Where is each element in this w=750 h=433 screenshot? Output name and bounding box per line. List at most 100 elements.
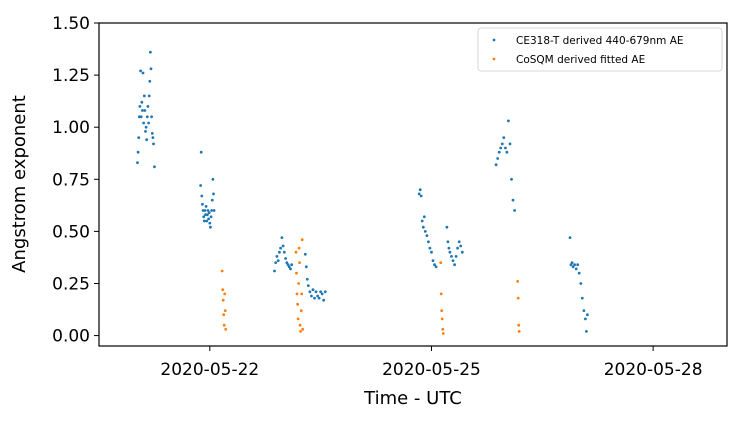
y-tick-label: 0.00 <box>52 327 90 347</box>
ce318-point <box>419 194 423 198</box>
ce318-point <box>137 136 141 140</box>
cosqm-point <box>300 292 304 296</box>
ce318-point <box>286 263 290 267</box>
ce318-point <box>149 67 153 71</box>
ce318-point <box>453 263 456 267</box>
ce318-point <box>287 265 291 269</box>
ce318-point <box>278 250 281 254</box>
ce318-point <box>323 290 327 294</box>
ce318-point <box>510 177 513 181</box>
ce318-point <box>145 138 149 142</box>
ce318-point <box>280 236 284 240</box>
cosqm-point <box>295 292 299 296</box>
cosqm-point <box>224 327 228 331</box>
cosqm-point <box>296 302 299 306</box>
ce318-point <box>207 217 211 221</box>
cosqm-point <box>439 261 443 264</box>
ce318-point <box>150 132 154 135</box>
ce318-point <box>456 246 459 250</box>
plot-frame <box>98 22 728 347</box>
ce318-point <box>447 246 451 250</box>
cosqm-point <box>222 323 226 327</box>
ce318-point <box>570 261 574 264</box>
ce318-point <box>139 69 143 73</box>
x-tick-label: 2020-05-25 <box>382 360 481 380</box>
y-tick-label: 0.75 <box>52 170 90 190</box>
x-axis: 2020-05-22 2020-05-25 2020-05-28 <box>160 346 703 380</box>
ce318-point <box>201 202 204 206</box>
ce318-point <box>507 119 510 123</box>
ce318-point <box>305 277 309 281</box>
ce318-point <box>147 121 151 125</box>
cosqm-point <box>223 309 227 312</box>
ce318-point <box>499 146 503 150</box>
ce318-point <box>282 250 286 254</box>
ce318-point <box>209 225 212 229</box>
ce318-point <box>319 290 322 294</box>
cosqm-point <box>440 309 444 312</box>
ce318-point <box>150 115 154 119</box>
ce318-point <box>418 188 422 192</box>
ce318-point <box>279 246 282 250</box>
ce318-point <box>207 211 211 215</box>
ce318-point <box>320 292 324 296</box>
ce318-point <box>146 105 150 108</box>
ce318-point <box>313 296 316 300</box>
ce318-point <box>206 213 209 217</box>
cosqm-point <box>299 330 302 333</box>
ce318-point <box>420 219 424 223</box>
ce318-point <box>569 263 573 267</box>
ce318-point <box>208 221 212 225</box>
ce318-point <box>434 265 438 269</box>
cosqm-point <box>516 280 520 283</box>
ce318-point <box>308 290 312 294</box>
ce318-point <box>584 317 587 321</box>
ce318-point <box>574 267 578 271</box>
ce318-series <box>136 50 589 333</box>
ce318-point <box>303 252 307 256</box>
cosqm-point <box>516 296 520 300</box>
ce318-point <box>210 198 214 202</box>
ce318-point <box>142 94 146 98</box>
ce318-point <box>209 215 213 219</box>
ce318-point <box>289 267 292 271</box>
ce318-point <box>577 271 581 275</box>
ce318-point <box>274 261 278 264</box>
ce318-point <box>314 290 318 294</box>
ce318-point <box>457 240 461 244</box>
cosqm-point <box>439 292 443 296</box>
legend-marker-cosqm <box>492 57 496 61</box>
cosqm-point <box>517 330 521 333</box>
y-tick-label: 0.25 <box>52 274 90 294</box>
ce318-point <box>152 142 155 146</box>
ce318-point <box>431 259 435 262</box>
ce318-point <box>585 330 588 333</box>
cosqm-point <box>221 298 225 302</box>
ce318-point <box>310 294 313 298</box>
ce318-point <box>504 146 507 150</box>
ce318-point <box>204 205 208 208</box>
cosqm-point <box>294 250 298 254</box>
ce318-point <box>275 255 279 258</box>
ce318-point <box>203 209 207 212</box>
ce318-point <box>425 234 429 238</box>
cosqm-point <box>297 282 300 285</box>
legend-label-cosqm: CoSQM derived fitted AE <box>516 54 645 66</box>
ce318-point <box>423 230 427 233</box>
ce318-point <box>149 50 152 54</box>
ce318-point <box>153 165 156 169</box>
cosqm-point <box>297 246 301 250</box>
ce318-point <box>421 225 425 229</box>
x-axis-title: Time - UTC <box>363 388 462 409</box>
ce318-point <box>202 215 206 219</box>
cosqm-point <box>517 323 521 327</box>
ce318-point <box>460 250 464 254</box>
legend-marker-ce318 <box>492 38 496 42</box>
ce318-point <box>582 309 586 312</box>
ce318-point <box>430 250 433 254</box>
legend: CE318-T derived 440-679nm AE CoSQM deriv… <box>477 27 723 72</box>
ce318-point <box>281 244 285 248</box>
ce318-point <box>140 100 144 104</box>
ce318-point <box>448 250 452 254</box>
